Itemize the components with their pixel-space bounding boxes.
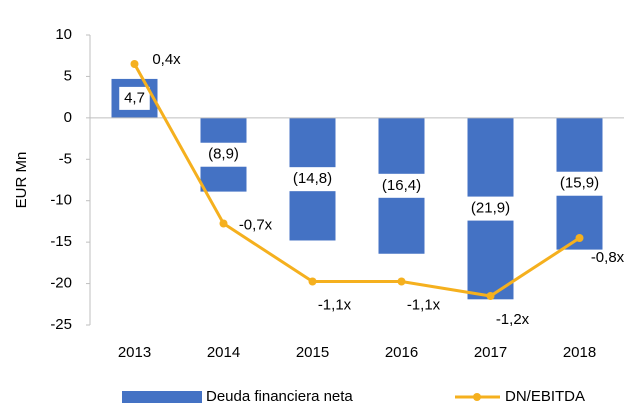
- x-tick-label: 2016: [385, 344, 418, 361]
- line-point: [397, 277, 406, 286]
- data-label: -1,1x: [318, 296, 352, 313]
- data-label: (21,9): [471, 200, 510, 217]
- y-tick-label: 5: [64, 67, 72, 84]
- line-point: [308, 277, 317, 286]
- y-tick-label: -5: [59, 150, 72, 167]
- y-tick-label: -25: [50, 316, 72, 333]
- x-tick-label: 2018: [563, 344, 596, 361]
- line-point: [219, 219, 228, 228]
- y-tick-label: -10: [50, 192, 72, 209]
- data-label: -0,7x: [239, 216, 273, 233]
- legend-label: DN/EBITDA: [505, 388, 585, 405]
- data-label: 4,7: [124, 89, 145, 106]
- line-point: [575, 234, 584, 242]
- data-label: 0,4x: [152, 51, 181, 68]
- x-tick-label: 2015: [296, 344, 329, 361]
- line: [133, 63, 581, 298]
- y-tick-label: -15: [50, 233, 72, 250]
- data-label: -0,8x: [591, 249, 625, 266]
- data-label-bg: [284, 167, 341, 192]
- line-point: [486, 292, 495, 300]
- data-label-bg: [373, 173, 430, 198]
- y-axis-label: EUR Mn: [13, 152, 30, 209]
- y-tick-label: 10: [55, 26, 72, 43]
- x-tick-label: 2014: [207, 344, 240, 361]
- data-label: (15,9): [560, 175, 599, 192]
- data-label-bg: [462, 196, 519, 221]
- x-tick-label: 2017: [474, 344, 507, 361]
- x-tick-label: 2013: [118, 344, 151, 361]
- legend-label: Deuda financiera neta: [206, 388, 353, 405]
- y-tick-label: -20: [50, 275, 72, 292]
- data-label-bg: [551, 171, 608, 196]
- data-label: (8,9): [208, 146, 239, 163]
- data-label: -1,1x: [407, 296, 441, 313]
- data-label-bg: [199, 142, 248, 167]
- data-label-bg: [118, 85, 151, 111]
- data-label: (14,8): [293, 170, 332, 187]
- line-point: [130, 60, 139, 68]
- y-tick-label: 0: [64, 109, 72, 126]
- legend-marker: [473, 393, 481, 401]
- legend-swatch: [122, 391, 202, 403]
- data-label: (16,4): [382, 177, 421, 194]
- data-label: -1,2x: [496, 311, 530, 328]
